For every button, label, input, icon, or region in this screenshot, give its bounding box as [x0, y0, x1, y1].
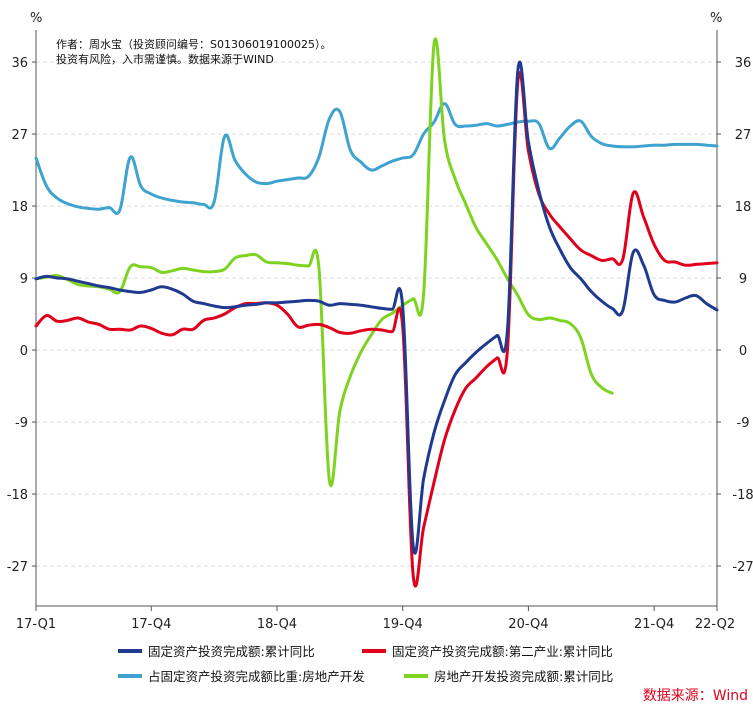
y-tick-label-left: -27: [7, 560, 28, 575]
x-tick-label: 17-Q4: [131, 617, 171, 632]
y-tick-label-right: 0: [739, 344, 747, 359]
source-label: 数据来源：Wind: [643, 688, 748, 704]
legend-label: 占固定资产投资完成额比重:房地产开发: [148, 669, 365, 684]
y-tick-label-left: -18: [7, 488, 28, 503]
grid: [36, 61, 717, 567]
y-tick-label-left: 27: [11, 128, 28, 143]
y-tick-label-left: 0: [20, 344, 28, 359]
x-tick-label: 17-Q1: [16, 617, 56, 632]
y-ticks-left: 36 27 18 9 0 -9 -18 -27: [7, 56, 36, 575]
y-tick-label-right: -18: [732, 488, 753, 503]
x-tick-label: 18-Q4: [257, 617, 297, 632]
annotation-line-1: 作者：周水宝（投资顾问编号：S0130601910002​5）。: [56, 37, 331, 51]
y-tick-label-right: 9: [739, 272, 747, 287]
x-ticks: 17-Q1 17-Q4 18-Q4 19-Q4 20-Q4 21-Q4 22-Q2: [16, 606, 735, 632]
annotation-line-2: 投资有风险，入市需谨慎。数据来源于WIND: [56, 52, 274, 66]
y-tick-label-right: 18: [735, 200, 752, 215]
legend: 固定资产投资完成额:累计同比 固定资产投资完成额:第二产业:累计同比占固定资产投资…: [118, 644, 613, 684]
x-tick-label: 19-Q4: [383, 617, 423, 632]
x-tick-label: 22-Q2: [695, 617, 735, 632]
y-tick-label-left: 18: [11, 200, 28, 215]
x-tick-label: 21-Q4: [634, 617, 674, 632]
series-line-3: [34, 102, 719, 215]
y-tick-label-right: -27: [732, 560, 753, 575]
y-tick-label-right: 27: [735, 128, 752, 143]
series-lines: [34, 37, 719, 588]
legend-label: 固定资产投资完成额:累计同比: [148, 644, 315, 659]
series-line-2: [34, 71, 719, 588]
y-ticks-right: 36 27 18 9 0 -9 -18 -27: [717, 56, 753, 575]
y-tick-label-left: 9: [20, 272, 28, 287]
y-tick-label-right: -9: [737, 416, 750, 431]
unit-right: %: [710, 11, 722, 26]
legend-label: 房地产开发投资完成额:累计同比: [434, 669, 613, 684]
series-line-1: [34, 60, 719, 555]
y-tick-label-right: 36: [735, 56, 752, 71]
unit-left: %: [30, 11, 42, 26]
axes: [35, 30, 718, 607]
y-tick-label-left: 36: [11, 56, 28, 71]
x-tick-label: 20-Q4: [508, 617, 548, 632]
y-tick-label-left: -9: [15, 416, 28, 431]
legend-label: 固定资产投资完成额:第二产业:累计同比: [392, 644, 613, 659]
